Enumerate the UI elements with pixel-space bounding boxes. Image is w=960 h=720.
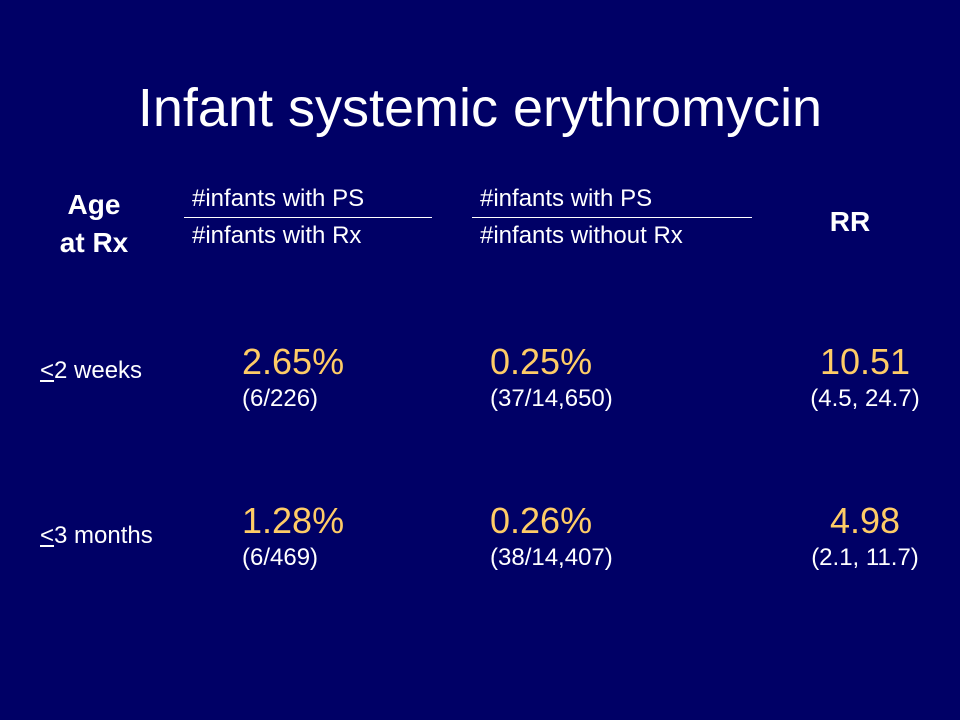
with-rx-count: (6/469): [242, 544, 319, 571]
less-equal-symbol: <: [40, 357, 55, 384]
without-rx-count: (37/14,650): [490, 385, 613, 412]
rr-cell-row1: 10.51 (4.5, 24.7): [780, 341, 950, 415]
without-rx-cell-row2: 0.26% (38/14,407): [490, 500, 613, 574]
with-rx-percent: 2.65%: [242, 341, 345, 382]
rr-header: RR: [829, 206, 871, 237]
rr-value: 10.51: [819, 341, 911, 382]
rr-value: 4.98: [829, 500, 901, 541]
less-equal-symbol: <: [40, 522, 55, 549]
with-rx-cell-row2: 1.28% (6/469): [242, 500, 344, 574]
with-rx-count: (6/226): [242, 385, 319, 412]
with-rx-fraction-header: #infants with PS #infants with Rx: [184, 184, 432, 251]
age-at-rx-header: Age at Rx: [34, 186, 154, 262]
with-rx-percent: 1.28%: [242, 500, 345, 541]
with-rx-denominator: #infants with Rx: [192, 222, 362, 249]
without-rx-cell-row1: 0.25% (37/14,650): [490, 341, 613, 415]
slide-title: Infant systemic erythromycin: [137, 78, 823, 138]
age-header-line1: Age: [67, 189, 121, 220]
without-rx-percent: 0.25%: [490, 341, 593, 382]
rr-confidence-interval: (4.5, 24.7): [810, 385, 920, 412]
without-rx-denominator: #infants without Rx: [480, 222, 683, 249]
with-rx-numerator: #infants with PS: [184, 184, 432, 218]
without-rx-percent: 0.26%: [490, 500, 593, 541]
rr-cell-row2: 4.98 (2.1, 11.7): [780, 500, 950, 574]
rr-confidence-interval: (2.1, 11.7): [811, 544, 919, 571]
row-label-3-months: <3 months: [40, 521, 153, 551]
row-label-text: 3 months: [54, 522, 153, 549]
row-label-2-weeks: <2 weeks: [40, 356, 142, 386]
without-rx-numerator: #infants with PS: [472, 184, 752, 218]
age-header-line2: at Rx: [59, 227, 129, 258]
with-rx-cell-row1: 2.65% (6/226): [242, 341, 344, 415]
without-rx-count: (38/14,407): [490, 544, 613, 571]
without-rx-fraction-header: #infants with PS #infants without Rx: [472, 184, 752, 251]
row-label-text: 2 weeks: [54, 357, 143, 384]
